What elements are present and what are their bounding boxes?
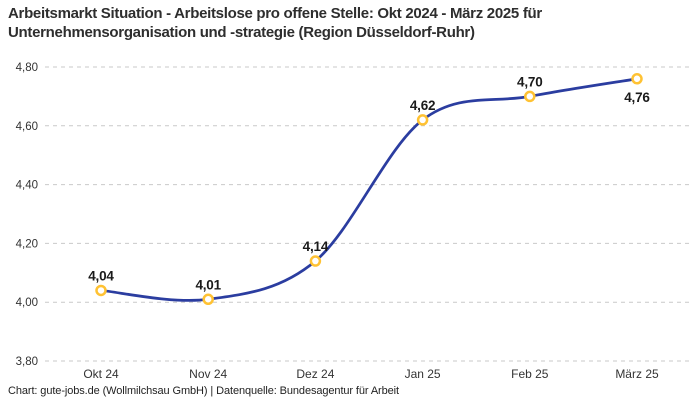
data-point-label: 4,04 bbox=[88, 268, 114, 283]
chart-title-line1: Arbeitsmarkt Situation - Arbeitslose pro… bbox=[8, 5, 542, 22]
x-tick-label: Nov 24 bbox=[189, 367, 227, 381]
x-tick-label: Jan 25 bbox=[405, 367, 441, 381]
y-tick-label: 4,20 bbox=[16, 238, 38, 250]
data-point-marker[interactable] bbox=[416, 114, 429, 126]
y-tick-label: 4,60 bbox=[16, 121, 38, 133]
x-tick-label: Okt 24 bbox=[83, 367, 119, 381]
data-point-label: 4,01 bbox=[195, 277, 221, 292]
chart-title-line2: Unternehmensorganisation und -strategie … bbox=[8, 24, 475, 41]
data-point-marker[interactable] bbox=[631, 73, 643, 85]
chart-footer-credit: Chart: gute-jobs.de (Wollmilchsau GmbH) … bbox=[8, 385, 399, 397]
x-tick-label: Feb 25 bbox=[511, 367, 549, 381]
data-point-marker[interactable] bbox=[202, 293, 214, 306]
data-point-marker[interactable] bbox=[524, 90, 536, 103]
data-point-label: 4,76 bbox=[624, 90, 650, 105]
x-tick-label: Dez 24 bbox=[296, 367, 334, 381]
data-point-marker[interactable] bbox=[309, 255, 322, 267]
data-point-label: 4,14 bbox=[303, 239, 329, 254]
data-point-label: 4,62 bbox=[410, 98, 435, 113]
y-tick-label: 4,40 bbox=[16, 180, 38, 192]
data-point-marker[interactable] bbox=[95, 284, 107, 297]
x-tick-label: März 25 bbox=[615, 367, 659, 381]
data-point-label: 4,70 bbox=[517, 74, 542, 89]
y-tick-label: 4,00 bbox=[16, 297, 38, 309]
y-tick-label: 4,80 bbox=[16, 62, 38, 74]
y-tick-label: 3,80 bbox=[16, 356, 38, 368]
chart-title: Arbeitsmarkt Situation - Arbeitslose pro… bbox=[8, 4, 696, 42]
series-line bbox=[99, 77, 639, 302]
